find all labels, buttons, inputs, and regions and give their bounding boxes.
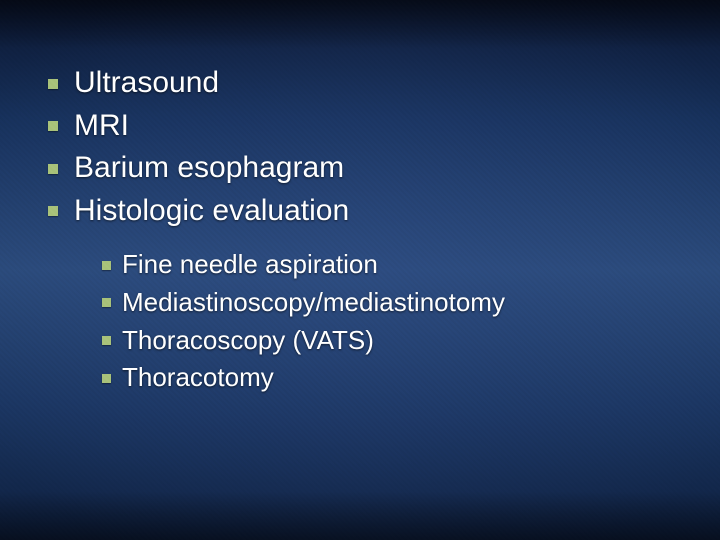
list-item: Histologic evaluation: [34, 190, 680, 233]
list-item-label: Thoracoscopy (VATS): [122, 325, 374, 355]
list-item: Thoracotomy: [92, 359, 680, 397]
list-item-label: Fine needle aspiration: [122, 249, 378, 279]
list-item-label: Ultrasound: [74, 66, 219, 99]
slide-content: Ultrasound MRI Barium esophagram Histolo…: [34, 62, 680, 397]
list-item-label: Thoracotomy: [122, 362, 274, 392]
top-list: Ultrasound MRI Barium esophagram Histolo…: [34, 62, 680, 232]
sub-list: Fine needle aspiration Mediastinoscopy/m…: [34, 246, 680, 397]
list-item-label: Histologic evaluation: [74, 194, 349, 227]
slide: Ultrasound MRI Barium esophagram Histolo…: [0, 0, 720, 540]
list-item: Fine needle aspiration: [92, 246, 680, 284]
list-item-label: MRI: [74, 109, 129, 142]
list-item: Thoracoscopy (VATS): [92, 322, 680, 360]
list-item: Ultrasound: [34, 62, 680, 105]
list-item: MRI: [34, 105, 680, 148]
list-item-label: Mediastinoscopy/mediastinotomy: [122, 287, 505, 317]
list-item: Mediastinoscopy/mediastinotomy: [92, 284, 680, 322]
list-item: Barium esophagram: [34, 147, 680, 190]
list-item-label: Barium esophagram: [74, 151, 344, 184]
